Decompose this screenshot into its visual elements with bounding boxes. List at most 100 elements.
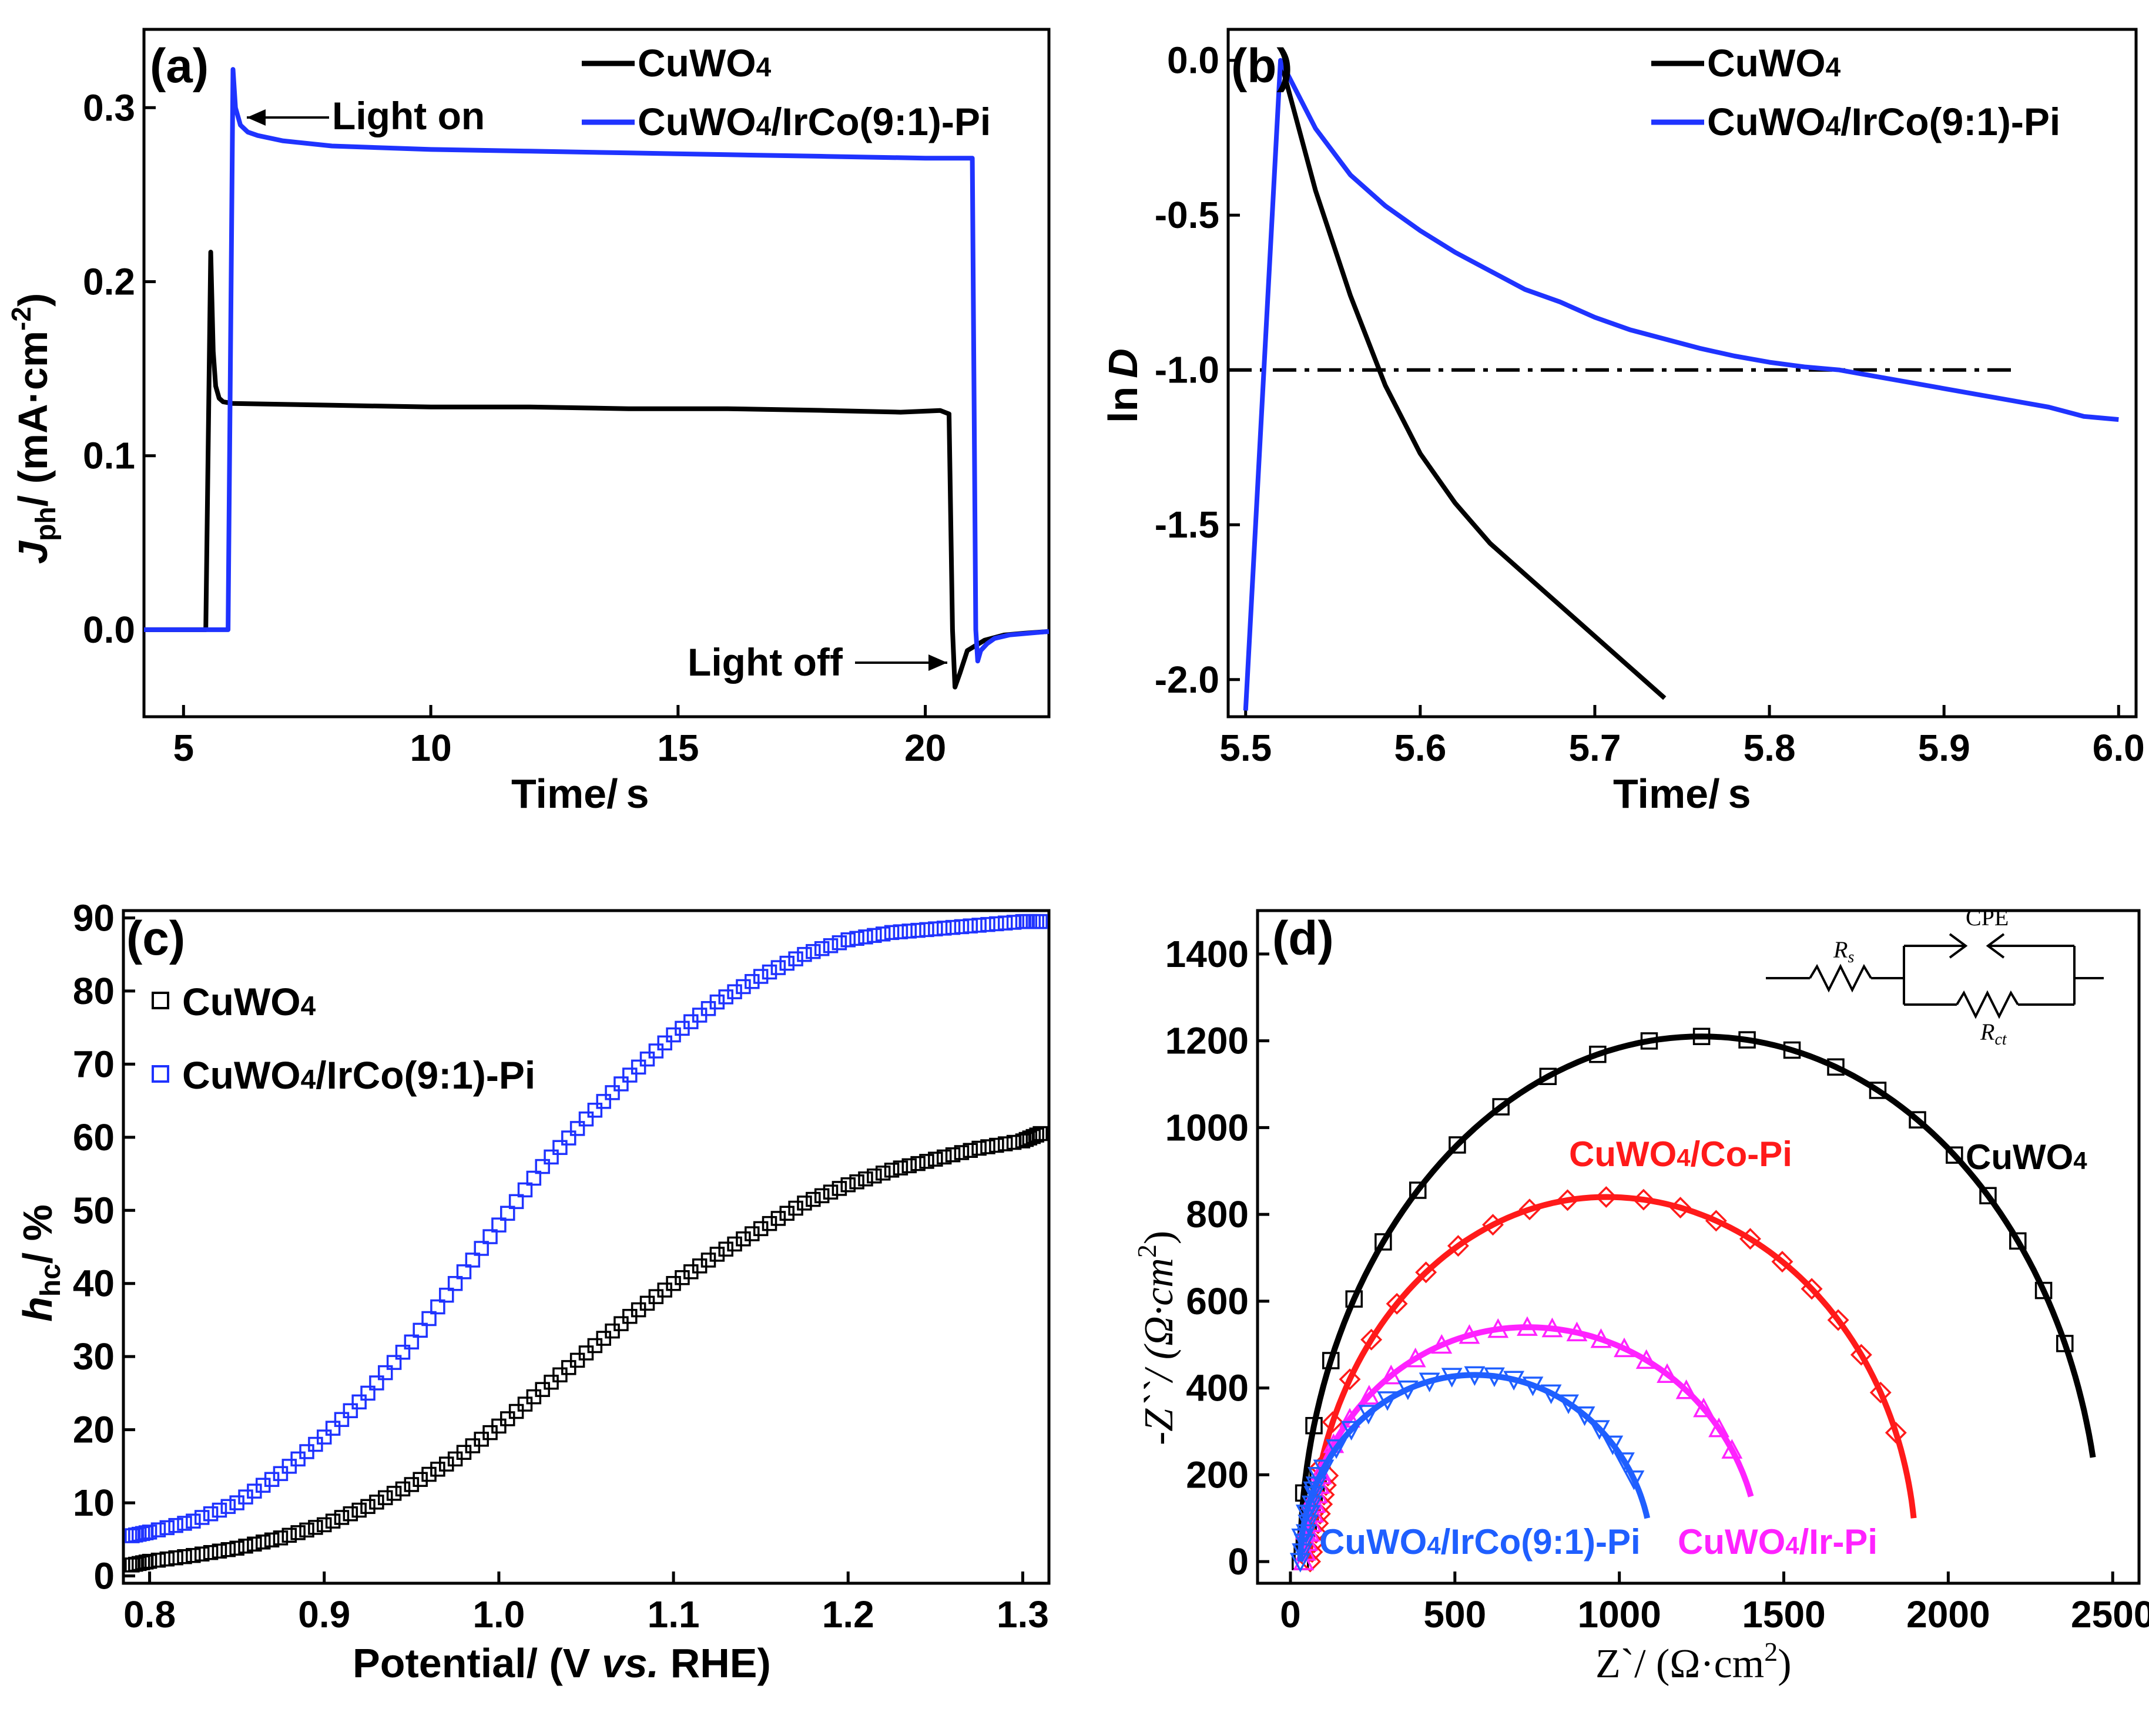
data-point-d-3 (1299, 1505, 1321, 1525)
panel-c-ticks: 0.8 0.9 1.0 1.1 1.2 1.3 0 10 20 30 40 50 60 70 80 90 (73, 896, 1049, 1636)
data-point-c-1 (945, 919, 961, 935)
data-point-c-0 (247, 1536, 262, 1552)
panel-b-y-title: lnD (1100, 348, 1146, 423)
legend-b-cuwo4: CuWO4 (1707, 41, 1841, 85)
data-point-d-1 (1322, 1411, 1344, 1433)
data-point-c-1 (849, 931, 864, 946)
x-tick-label: 6.0 (2093, 727, 2145, 769)
data-point-c-0 (1029, 1127, 1044, 1143)
legend-c-cuwo4-marker (152, 992, 169, 1009)
label-d-cuwo4: CuWO4 (1966, 1137, 2087, 1177)
data-point-c-0 (928, 1151, 943, 1167)
data-point-c-1 (596, 1094, 611, 1109)
data-point-c-1 (351, 1394, 367, 1410)
data-point-d-2 (1487, 1318, 1509, 1338)
data-point-d-2 (1657, 1363, 1678, 1383)
legend-c-cuwo4: CuWO4 (182, 980, 316, 1023)
data-point-d-3 (1340, 1421, 1362, 1441)
data-point-c-1 (544, 1149, 559, 1165)
data-point-c-0 (203, 1544, 219, 1560)
data-point-c-0 (745, 1226, 760, 1241)
data-point-c-0 (814, 1188, 830, 1204)
data-point-c-0 (989, 1137, 1004, 1153)
data-point-c-0 (1032, 1126, 1048, 1141)
rct-label: Rct (1980, 1019, 2007, 1049)
data-point-c-0 (325, 1513, 341, 1529)
data-point-c-1 (753, 969, 769, 984)
x-tick-label: 0 (1280, 1593, 1301, 1636)
data-point-d-0 (1374, 1233, 1392, 1251)
data-point-c-1 (797, 946, 812, 962)
data-point-c-1 (814, 941, 830, 956)
data-point-c-1 (989, 916, 1004, 932)
data-point-d-3 (1298, 1515, 1319, 1534)
data-point-c-1 (1032, 914, 1048, 929)
x-tick-label: 10 (410, 727, 451, 769)
data-point-d-0 (1492, 1098, 1510, 1116)
data-point-d-2 (1566, 1321, 1588, 1342)
data-point-d-1 (1632, 1188, 1655, 1211)
data-point-c-1 (474, 1241, 489, 1256)
data-point-d-2 (1339, 1408, 1360, 1428)
data-point-c-1 (936, 921, 952, 936)
data-point-d-0 (1539, 1067, 1557, 1086)
data-point-c-0 (142, 1553, 157, 1569)
legend-c-ircopi: CuWO4/IrCo(9:1)-Pi (182, 1053, 535, 1097)
data-point-c-0 (273, 1530, 289, 1546)
data-point-c-0 (840, 1177, 856, 1193)
y-tick-label: 30 (73, 1335, 115, 1378)
x-tick-label: 5.6 (1394, 727, 1446, 769)
legend-a-ircopi: CuWO4/IrCo(9:1)-Pi (638, 100, 991, 143)
panel-a-frame (142, 28, 1051, 718)
x-tick-label: 5.5 (1219, 727, 1272, 769)
data-point-d-2 (1380, 1364, 1402, 1385)
data-point-c-1 (395, 1344, 411, 1360)
x-tick-label: 1.0 (472, 1593, 525, 1636)
data-point-c-1 (980, 916, 995, 932)
data-point-d-3 (1540, 1384, 1562, 1405)
data-point-d-1 (1386, 1292, 1408, 1315)
rs-resistor (1809, 963, 1872, 993)
series-line-b-1 (1243, 58, 2119, 711)
data-point-d-2 (1708, 1417, 1730, 1438)
light-off-label: Light off (688, 640, 843, 684)
data-point-c-1 (648, 1043, 664, 1059)
y-tick-label: 1400 (1165, 933, 1249, 975)
data-point-c-1 (718, 989, 733, 1005)
legend-b-ircopi: CuWO4/IrCo(9:1)-Pi (1707, 100, 2060, 143)
data-point-c-1 (500, 1206, 515, 1221)
data-point-d-1 (1360, 1328, 1383, 1351)
data-point-c-1 (491, 1217, 507, 1233)
data-point-c-0 (264, 1532, 280, 1548)
data-point-c-0 (954, 1145, 970, 1160)
data-point-c-0 (281, 1527, 297, 1543)
data-point-c-1 (447, 1275, 463, 1291)
data-point-c-1 (386, 1355, 402, 1370)
data-point-d-0 (1345, 1290, 1363, 1308)
data-point-c-1 (639, 1051, 655, 1067)
data-point-c-0 (177, 1549, 192, 1564)
x-tick-label: 5.9 (1918, 727, 1970, 769)
data-point-d-3 (1623, 1470, 1645, 1490)
y-tick-label: 70 (73, 1043, 115, 1085)
data-point-c-1 (186, 1513, 201, 1529)
data-point-d-1 (1518, 1198, 1541, 1221)
panel-a-series (144, 67, 1050, 690)
data-point-c-1 (823, 938, 839, 953)
data-point-c-1 (142, 1525, 157, 1540)
data-point-c-1 (526, 1170, 542, 1186)
x-tick-label: 0.8 (123, 1593, 176, 1636)
data-point-c-1 (334, 1412, 350, 1427)
data-point-c-1 (517, 1182, 533, 1198)
data-point-c-1 (343, 1403, 358, 1419)
data-point-c-0 (963, 1143, 978, 1158)
x-tick-label: 15 (657, 727, 699, 769)
data-point-c-1 (806, 943, 821, 959)
data-point-c-0 (168, 1550, 183, 1566)
panel-d-ticks: 0 500 1000 1500 2000 2500 0 200 400 600 800 1000 120… (1165, 933, 2149, 1636)
data-point-d-3 (1522, 1376, 1544, 1396)
y-tick-label: 50 (73, 1189, 115, 1231)
data-point-c-0 (212, 1543, 227, 1559)
panel-c-frame (122, 909, 1051, 1585)
data-point-d-2 (1693, 1397, 1715, 1418)
